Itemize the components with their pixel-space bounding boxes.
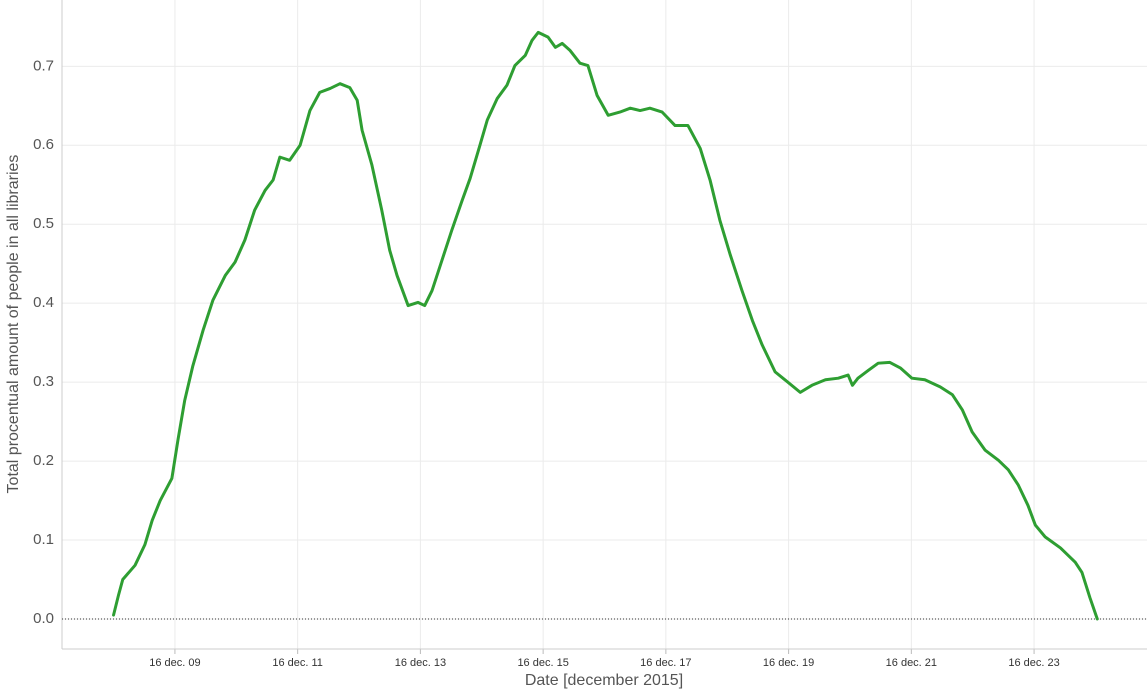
x-tick-label: 16 dec. 19 <box>763 657 814 669</box>
y-tick-label: 0.1 <box>33 531 54 548</box>
y-axis-title: Total procentual amount of people in all… <box>5 155 22 494</box>
x-tick-label: 16 dec. 13 <box>395 657 446 669</box>
y-tick-label: 0.0 <box>33 610 54 627</box>
y-tick-label: 0.2 <box>33 452 54 469</box>
x-tick-label: 16 dec. 11 <box>272 657 323 669</box>
y-tick-label: 0.5 <box>33 215 54 232</box>
x-tick-label: 16 dec. 17 <box>640 657 691 669</box>
x-axis-title: Date [december 2015] <box>525 672 683 689</box>
x-tick-label: 16 dec. 15 <box>517 657 568 669</box>
y-tick-label: 0.4 <box>33 294 54 311</box>
y-tick-label: 0.6 <box>33 136 54 153</box>
y-tick-label: 0.3 <box>33 373 54 390</box>
y-tick-label: 0.7 <box>33 57 54 74</box>
x-tick-label: 16 dec. 23 <box>1008 657 1059 669</box>
x-tick-label: 16 dec. 21 <box>886 657 937 669</box>
data-line <box>112 30 1099 621</box>
x-tick-label: 16 dec. 09 <box>149 657 200 669</box>
